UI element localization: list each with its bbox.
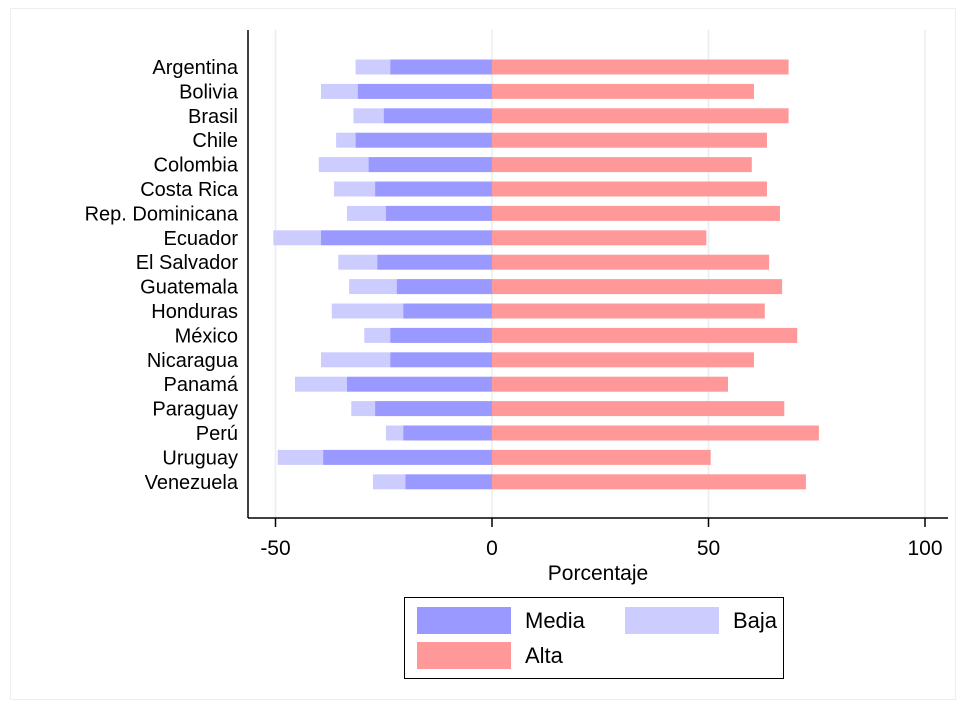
legend-item-media: Media [417, 607, 585, 634]
bar-baja [351, 401, 376, 417]
bar-alta [492, 132, 767, 148]
bar-baja [320, 83, 358, 99]
category-label: Perú [196, 423, 238, 445]
bar-media [403, 303, 492, 319]
bar-baja [331, 303, 404, 319]
bar-alta [492, 401, 785, 417]
bar-alta [492, 83, 754, 99]
category-label: Guatemala [140, 277, 239, 299]
bar-media [375, 401, 492, 417]
bar-alta [492, 230, 707, 246]
bar-media [383, 108, 492, 124]
bar-alta [492, 352, 754, 368]
bar-baja [346, 205, 386, 221]
legend-label-media: Media [525, 607, 585, 633]
bar-baja [273, 230, 321, 246]
bar-media [390, 327, 492, 343]
x-tick-label: 100 [907, 537, 942, 560]
bar-baja [355, 59, 391, 75]
legend: Media Baja Alta [404, 597, 784, 679]
category-label: Colombia [154, 155, 239, 177]
bar-media [320, 230, 492, 246]
bar-alta [492, 474, 806, 490]
bar-baja [385, 425, 404, 441]
category-label: Panamá [164, 374, 239, 396]
bar-alta [492, 108, 789, 124]
bar-baja [294, 376, 347, 392]
legend-swatch-alta [417, 642, 511, 669]
bar-media [390, 352, 492, 368]
x-tick-label: 0 [486, 537, 498, 560]
bar-baja [353, 108, 384, 124]
bar-media [385, 205, 492, 221]
category-label: Rep. Dominicana [85, 203, 239, 225]
category-label: México [175, 325, 238, 347]
bar-baja [364, 327, 391, 343]
category-label: Venezuela [145, 472, 239, 494]
category-label: Chile [192, 130, 238, 152]
bar-baja [318, 157, 369, 173]
category-label: Honduras [151, 301, 238, 323]
legend-item-alta: Alta [417, 642, 563, 669]
bar-media [405, 474, 492, 490]
legend-swatch-media [417, 607, 511, 634]
bar-media [357, 83, 492, 99]
category-label: Argentina [152, 57, 238, 79]
category-label: Bolivia [179, 81, 239, 103]
category-label: El Salvador [136, 252, 239, 274]
bar-alta [492, 59, 789, 75]
bar-baja [372, 474, 406, 490]
bar-alta [492, 449, 711, 465]
bar-baja [320, 352, 391, 368]
legend-item-baja: Baja [625, 607, 777, 634]
category-label: Uruguay [162, 447, 238, 469]
category-label: Costa Rica [140, 179, 239, 201]
bar-alta [492, 279, 783, 295]
bar-media [346, 376, 492, 392]
bar-baja [333, 181, 376, 197]
bar-alta [492, 303, 765, 319]
category-label: Paraguay [152, 399, 238, 421]
legend-label-baja: Baja [733, 607, 778, 633]
x-tick-label: -50 [260, 537, 290, 560]
bar-alta [492, 254, 770, 270]
bar-media [375, 181, 492, 197]
bar-baja [277, 449, 324, 465]
bar-baja [349, 279, 397, 295]
bar-media [390, 59, 492, 75]
legend-label-alta: Alta [525, 642, 563, 668]
bar-alta [492, 327, 798, 343]
bar-media [368, 157, 492, 173]
category-label: Nicaragua [147, 350, 239, 372]
bar-baja [338, 254, 378, 270]
bar-alta [492, 205, 780, 221]
bar-media [403, 425, 492, 441]
bar-alta [492, 376, 728, 392]
x-axis-title: Porcentaje [548, 562, 648, 585]
bar-media [377, 254, 492, 270]
bar-baja [336, 132, 356, 148]
chart-frame [10, 8, 956, 700]
bar-alta [492, 425, 819, 441]
bar-media [396, 279, 492, 295]
x-tick-label: 50 [697, 537, 720, 560]
bar-media [355, 132, 492, 148]
bar-media [323, 449, 492, 465]
bar-alta [492, 157, 752, 173]
category-label: Ecuador [164, 228, 239, 250]
category-label: Brasil [188, 106, 238, 128]
legend-swatch-baja [625, 607, 719, 634]
bar-alta [492, 181, 767, 197]
